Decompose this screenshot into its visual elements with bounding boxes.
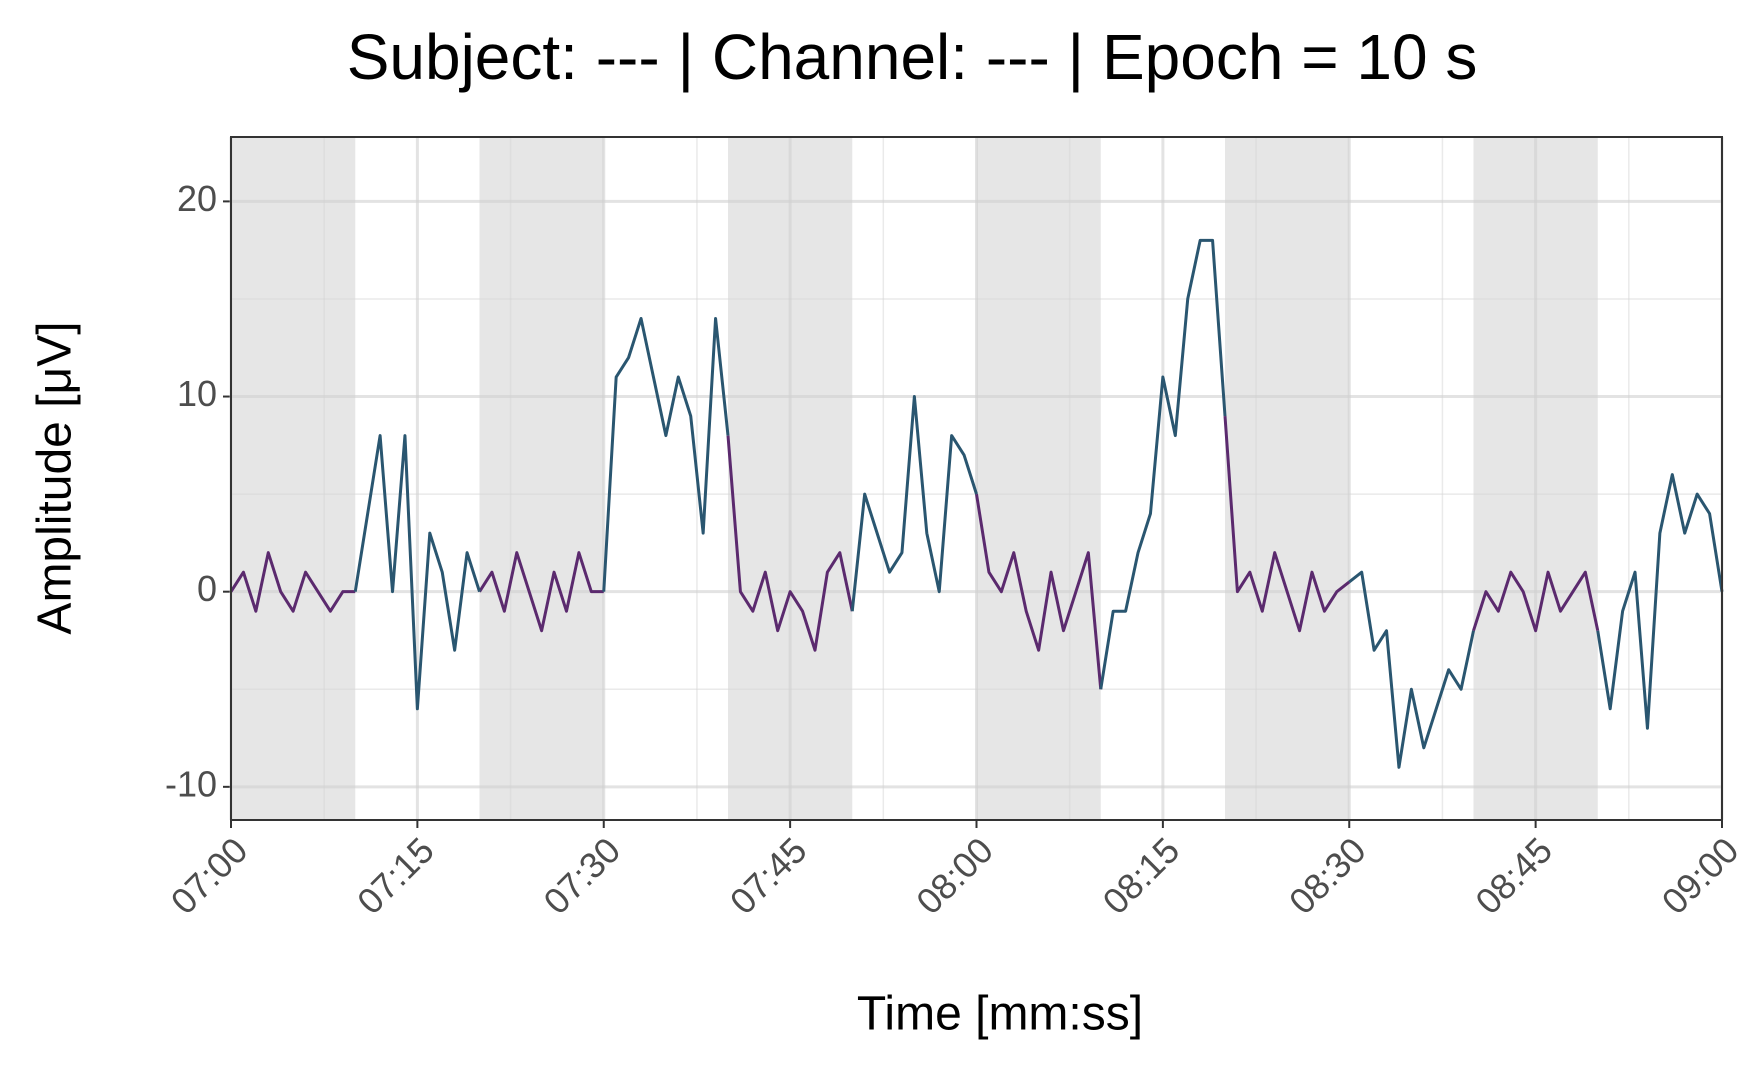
shaded-epoch <box>479 137 604 820</box>
x-tick-label: 08:30 <box>1281 829 1374 922</box>
x-tick-label: 07:30 <box>535 829 628 922</box>
x-tick-label: 08:15 <box>1095 829 1188 922</box>
x-tick-label: 08:45 <box>1467 829 1560 922</box>
shaded-epoch <box>231 137 356 820</box>
x-axis-title: Time [mm:ss] <box>857 988 1143 1041</box>
x-tick-label: 07:00 <box>163 829 256 922</box>
x-tick-label: 07:15 <box>349 829 442 922</box>
chart-title: Subject: --- | Channel: --- | Epoch = 10… <box>347 21 1478 93</box>
x-tick-label: 07:45 <box>722 829 815 922</box>
plot-border <box>230 136 1723 821</box>
y-axis-title: Amplitude [μV] <box>29 321 82 634</box>
x-tick-label: 08:00 <box>908 829 1001 922</box>
shaded-epoch <box>976 137 1101 820</box>
x-tick-label: 09:00 <box>1654 829 1747 922</box>
y-tick-label: -10 <box>165 763 217 804</box>
y-tick-label: 20 <box>177 178 217 219</box>
y-tick-label: 0 <box>197 568 217 609</box>
signal-line <box>353 238 1724 769</box>
shaded-epoch <box>1225 137 1350 820</box>
signal-line <box>229 415 1600 690</box>
y-tick-label: 10 <box>177 373 217 414</box>
